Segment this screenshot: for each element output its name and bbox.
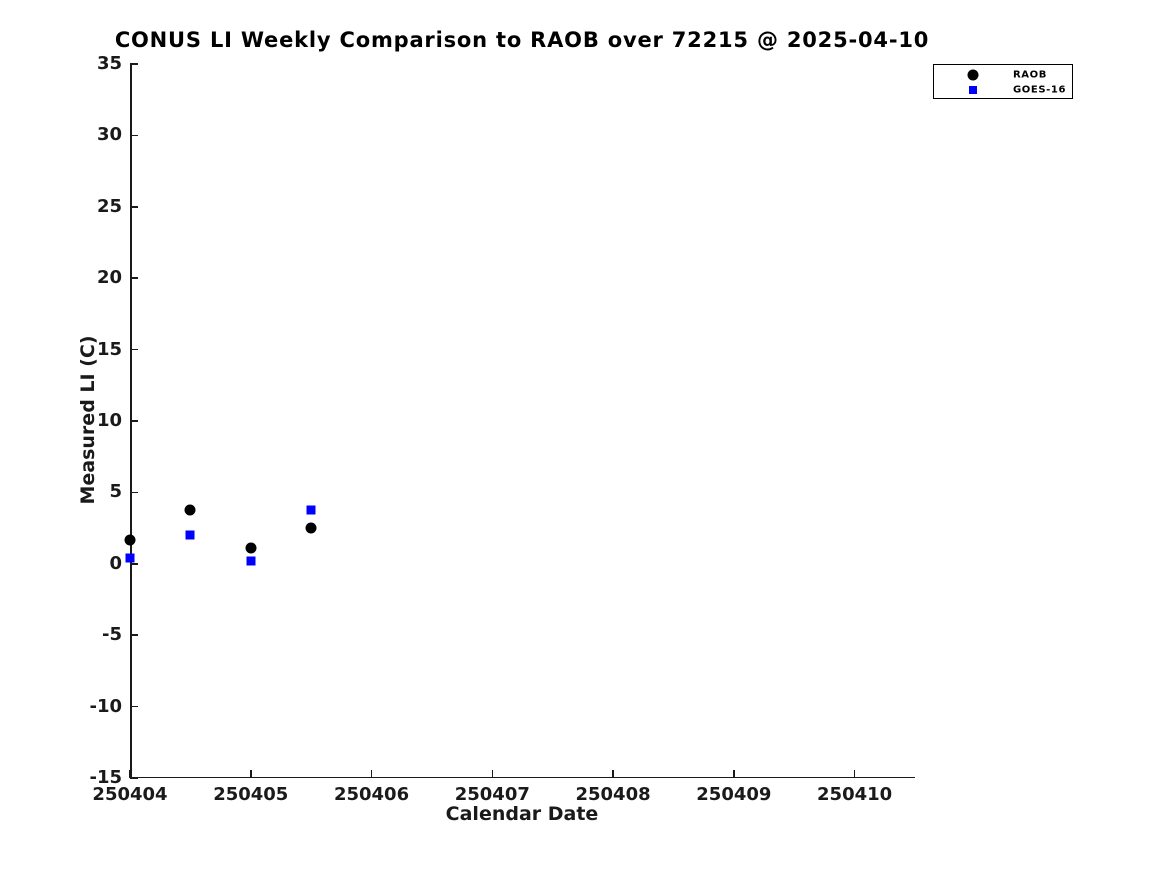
x-tick	[853, 770, 856, 778]
y-tick	[130, 348, 138, 351]
y-tick	[130, 277, 138, 279]
y-tick	[130, 206, 138, 208]
data-point-raob	[245, 542, 257, 554]
y-tick	[130, 420, 138, 422]
legend-item-goes-16: GOES-16	[934, 82, 1072, 97]
data-point-goes-16	[185, 530, 195, 540]
y-tick	[130, 634, 138, 636]
x-tick	[129, 770, 131, 778]
x-tick-label: 250404	[92, 784, 168, 805]
x-tick	[370, 770, 373, 778]
y-tick	[130, 563, 138, 565]
y-tick-label: -10	[89, 695, 122, 717]
y-tick-label: 5	[109, 481, 122, 503]
x-tick-label: 250407	[454, 784, 530, 805]
y-tick-label: -15	[89, 767, 122, 789]
x-axis-label: Calendar Date	[445, 803, 599, 825]
x-axis-line	[130, 776, 915, 778]
y-tick	[130, 777, 138, 779]
x-tick	[491, 770, 494, 778]
data-point-goes-16	[125, 553, 135, 563]
y-tick-label: 10	[96, 410, 122, 432]
goes-16-square-marker-icon	[969, 85, 977, 94]
y-tick-label: 20	[96, 267, 122, 289]
y-tick-label: 15	[96, 338, 122, 360]
y-tick	[130, 491, 138, 494]
x-tick	[250, 770, 252, 778]
x-tick	[733, 770, 735, 778]
y-tick-label: 30	[96, 124, 122, 146]
y-tick	[130, 134, 138, 137]
data-point-goes-16	[306, 505, 316, 515]
y-tick	[130, 63, 138, 65]
y-tick-label: 35	[96, 53, 122, 75]
data-point-goes-16	[246, 556, 256, 566]
y-tick	[130, 705, 138, 708]
y-axis-label: Measured LI (C)	[77, 335, 99, 505]
data-point-raob	[305, 522, 317, 534]
legend: RAOB GOES-16	[933, 64, 1073, 99]
legend-item-raob: RAOB	[934, 67, 1072, 82]
y-tick-label: 0	[109, 552, 122, 574]
data-point-raob	[184, 504, 196, 516]
x-tick-label: 250406	[333, 784, 410, 805]
x-tick-label: 250409	[696, 784, 772, 805]
x-tick	[612, 770, 614, 778]
legend-label-goes-16: GOES-16	[1013, 84, 1067, 95]
plot-area: -15 -10 -5 0 5 10 15 20 25 30 35 250404 250405 250406…	[89, 53, 915, 805]
x-tick-label: 250405	[213, 784, 289, 805]
x-tick-label: 250408	[575, 784, 651, 805]
data-point-raob	[124, 534, 136, 546]
legend-label-raob: RAOB	[1013, 69, 1047, 80]
y-tick-label: 25	[96, 195, 122, 217]
chart-title: CONUS LI Weekly Comparison to RAOB over …	[114, 28, 930, 52]
x-tick-label: 250410	[817, 784, 893, 805]
raob-circle-marker-icon	[967, 69, 979, 80]
y-tick-label: -5	[102, 624, 122, 646]
